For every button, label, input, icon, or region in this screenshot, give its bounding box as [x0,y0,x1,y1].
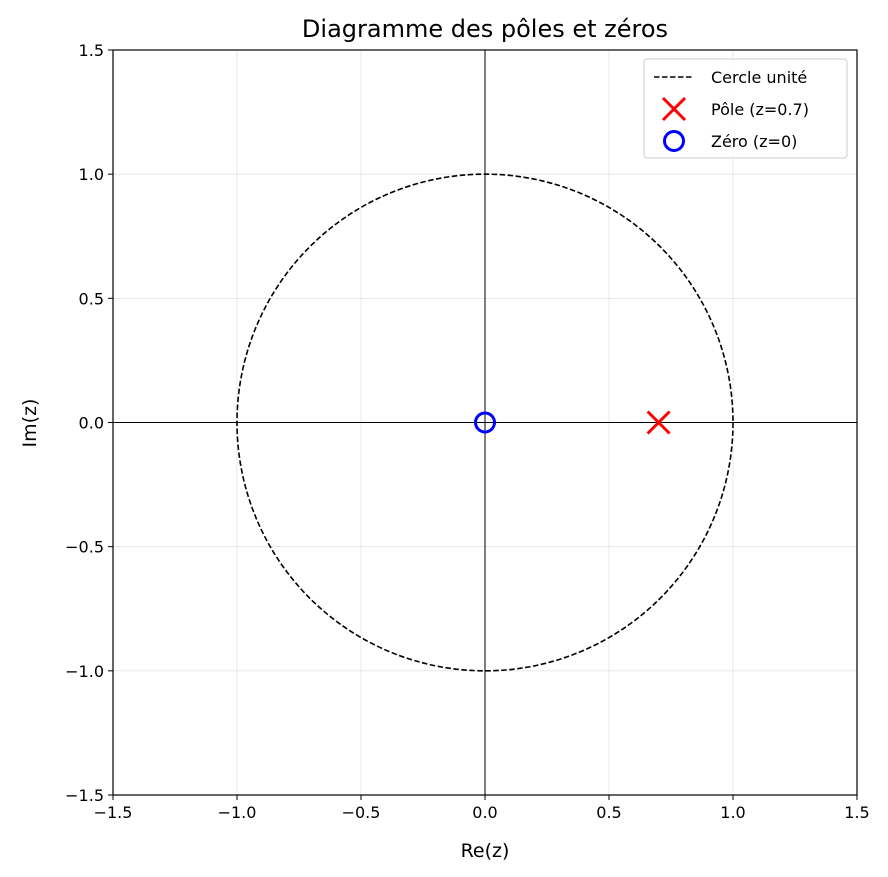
y-tick-label: −1.5 [65,786,104,805]
legend-pole-stroke [661,96,687,122]
x-tick-label: −1.5 [94,803,133,822]
x-tick-label: −0.5 [342,803,381,822]
y-tick-label: 0.5 [79,289,104,308]
unit-circle [236,173,734,672]
y-tick-label: −0.5 [65,538,104,557]
y-tick-label: 1.5 [79,41,104,60]
legend-pole-swatch [661,96,687,122]
x-tick-label: 1.0 [720,803,745,822]
x-tick-label: 0.5 [596,803,621,822]
x-axis-label: Re(z) [461,840,510,862]
legend-entry-label: Pôle (z=0.7) [711,100,809,119]
legend: Cercle unité Pôle (z=0.7) Zéro (z=0) [643,58,848,159]
y-axis-ticks: −1.5 −1.0 −0.5 0.0 0.5 1.0 1.5 [65,41,113,805]
pole-marker [646,410,671,435]
marker-layer [474,410,671,435]
pole-marker-stroke [646,410,671,435]
unit-circle-layer [236,173,734,672]
origin-axes [113,50,857,795]
legend-box [643,58,848,159]
zero-marker [474,411,496,434]
y-tick-label: −1.0 [65,662,104,681]
y-axis-label: Im(z) [19,399,41,448]
x-tick-label: 1.5 [844,803,869,822]
x-tick-label: −1.0 [218,803,257,822]
x-tick-label: 0.0 [472,803,497,822]
x-axis-ticks: −1.5 −1.0 −0.5 0.0 0.5 1.0 1.5 [94,795,870,822]
legend-entry-label: Cercle unité [711,68,807,87]
chart-title: Diagramme des pôles et zéros [302,15,668,43]
y-tick-label: 0.0 [79,414,104,433]
legend-entry-label: Zéro (z=0) [711,132,797,151]
y-tick-label: 1.0 [79,165,104,184]
legend-zero-swatch [663,130,685,152]
